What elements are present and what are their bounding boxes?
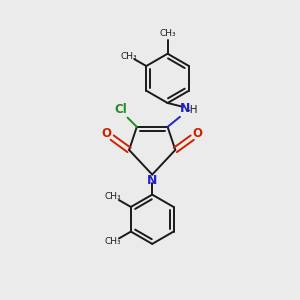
Text: Cl: Cl — [114, 103, 127, 116]
Text: -H: -H — [187, 105, 198, 115]
Text: N: N — [147, 174, 158, 187]
Text: CH₃: CH₃ — [121, 52, 137, 61]
Text: O: O — [102, 127, 112, 140]
Text: N: N — [180, 102, 190, 115]
Text: CH₃: CH₃ — [159, 29, 176, 38]
Text: CH₃: CH₃ — [105, 238, 121, 247]
Text: O: O — [193, 127, 202, 140]
Text: CH₃: CH₃ — [105, 192, 121, 201]
